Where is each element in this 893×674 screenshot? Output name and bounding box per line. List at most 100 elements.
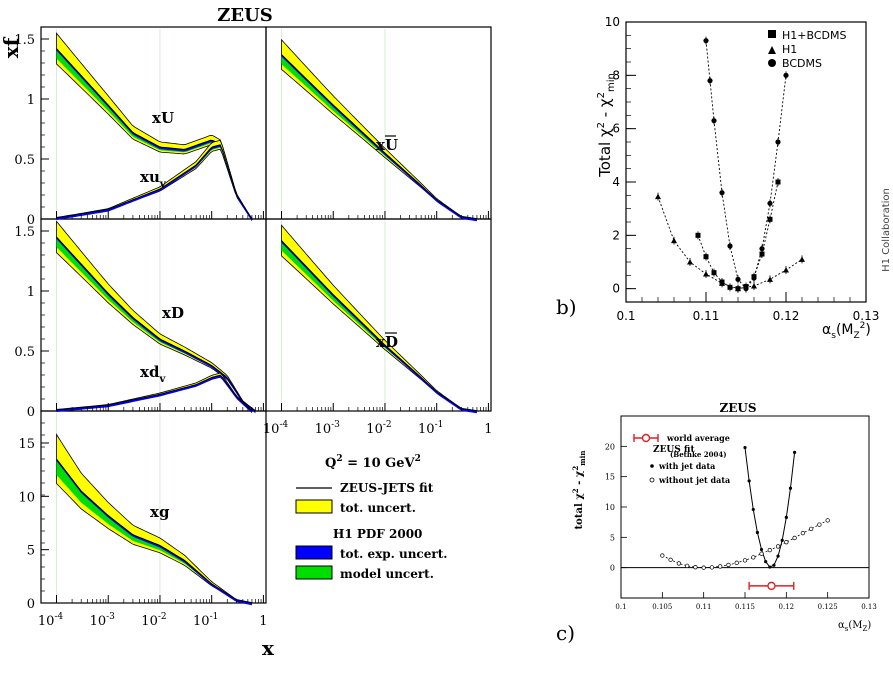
- pdf-ytick-label: 0: [27, 405, 35, 420]
- h1-point-circle: [743, 286, 749, 292]
- h1-point-circle: [735, 276, 741, 282]
- pdf-bands: [56, 29, 478, 606]
- zeus-scan-ticks: 0.1 0.105 0.11 0.115 0.12 0.125 0.13 0 5 10 15 20: [605, 442, 877, 611]
- h1-point-circle: [719, 190, 725, 196]
- h1-ticks: 0.1 0.11 0.12 0.13 0 2 4 6 8 10: [605, 15, 880, 323]
- pdf-ytick-label: 5: [27, 544, 35, 559]
- label-xDbar: xD: [376, 333, 398, 351]
- h1-ytick-label: 0: [612, 282, 620, 296]
- zeus-point-without-jet: [718, 564, 723, 569]
- world-average-legend-center: [641, 433, 651, 443]
- h1-xtick-label: 0.12: [773, 309, 800, 323]
- legend-bcdms: BCDMS: [782, 57, 822, 70]
- zeus-point-with-jet: [743, 445, 747, 450]
- pdf-ytick-label: 0.5: [14, 345, 35, 360]
- zeus-point-without-jet: [775, 544, 781, 549]
- zeus-scan-frame: [620, 415, 870, 599]
- h1-y-axis-label: Total χ2 - χ2min: [596, 73, 617, 178]
- label-xg: xg: [150, 503, 170, 521]
- h1-xtick-label: 0.1: [616, 309, 635, 323]
- legend-without-jet: without jet data: [658, 475, 730, 485]
- h1-point-circle: [783, 72, 789, 78]
- pdf-xtick-label: 1: [259, 614, 267, 629]
- label-xdv: xdv: [140, 363, 166, 385]
- pdf-band-total-xDbar: [281, 224, 478, 412]
- pdf-central-xUbar: [281, 54, 478, 220]
- zeus-point-without-jet: [817, 522, 822, 527]
- world-average-ref: (Bethke 2004): [670, 450, 727, 459]
- pdf-ytick-label: 0.5: [14, 153, 35, 168]
- legend-marker-with-jet: [650, 464, 654, 468]
- pdf-x-axis-label: x: [262, 636, 275, 660]
- pdf-band-exp-xdv: [56, 375, 252, 414]
- legend-swatch-tot-uncert: [295, 499, 333, 514]
- h1-ytick-label: 8: [612, 68, 620, 82]
- zeus-scan-panel: ZEUS 0.1 0.105 0.11 0.115 0.12 0.125 0.13 0 5 10 1…: [556, 401, 877, 645]
- zeus-scan-y-axis-label: total χ2 - χ2min: [571, 451, 587, 530]
- pdf-central-xDbar: [281, 240, 478, 412]
- pdf-ytick-label: 0: [27, 213, 35, 228]
- legend-marker-h1-bcdms: [768, 30, 776, 38]
- zeus-point-with-jet: [768, 565, 772, 569]
- pdf-legend: ZEUS-JETS fit tot. uncert. H1 PDF 2000 t…: [295, 481, 447, 581]
- zeus-point-without-jet: [759, 551, 764, 556]
- zeus-point-without-jet: [709, 565, 715, 570]
- pdf-band-total-xUbar: [281, 38, 478, 220]
- h1-point-triangle: [767, 276, 773, 282]
- zeus-ytick-label: 0: [610, 564, 615, 573]
- zeus-xtick-label: 0.13: [861, 603, 877, 611]
- label-xuv: xuv: [140, 168, 167, 190]
- q2-annotation: Q2 = 10 GeV2: [325, 454, 421, 471]
- zeus-ytick-label: 15: [605, 473, 615, 482]
- h1-point-square: [775, 179, 781, 185]
- zeus-fit-legend-title: ZEUS fit: [653, 445, 695, 455]
- h1-curves: [657, 40, 803, 290]
- pdf-central-xg: [56, 458, 253, 604]
- h1-panel-label: b): [556, 295, 577, 319]
- world-average-axis-center: [767, 581, 776, 591]
- pdf-xtick-label: 10-1: [418, 420, 443, 437]
- zeus-point-with-jet: [751, 507, 755, 512]
- zeus-point-without-jet: [684, 563, 690, 568]
- zeus-xtick-label: 0.115: [735, 603, 755, 611]
- legend-model-uncert: model uncert.: [340, 567, 434, 581]
- pdf-ytick-label: 1.5: [14, 33, 35, 48]
- zeus-point-with-jet: [784, 515, 788, 519]
- pdf-xtick-label: 10-4: [263, 420, 289, 437]
- pdf-title: ZEUS: [217, 5, 273, 26]
- legend-h1-header: H1 PDF 2000: [333, 527, 422, 541]
- zeus-scan-panel-label: c): [556, 621, 575, 645]
- h1-ytick-label: 4: [612, 175, 620, 189]
- world-average-markers: [633, 433, 795, 591]
- h1-point-triangle: [783, 267, 789, 273]
- zeus-point-without-jet: [808, 526, 814, 531]
- h1-points: [655, 36, 805, 293]
- zeus-point-without-jet: [726, 562, 731, 568]
- pdf-xtick-label: 10-2: [141, 612, 166, 629]
- pdf-ytick-label: 15: [18, 437, 35, 452]
- h1-point-square: [727, 284, 733, 290]
- zeus-point-without-jet: [767, 547, 772, 553]
- zeus-ytick-label: 5: [610, 533, 615, 542]
- h1-legend: H1+BCDMS H1 BCDMS: [768, 29, 846, 70]
- h1-ytick-label: 6: [612, 122, 620, 136]
- zeus-point-with-jet: [793, 450, 797, 454]
- h1-point-circle: [711, 118, 717, 124]
- label-xD: xD: [162, 304, 184, 322]
- zeus-point-without-jet: [825, 518, 830, 523]
- h1-point-square: [711, 270, 717, 276]
- pdf-frame-3: [265, 218, 492, 412]
- pdf-xtick-label: 10-3: [315, 420, 341, 437]
- zeus-point-with-jet: [759, 547, 764, 552]
- h1-point-square: [703, 254, 709, 260]
- legend-tot-uncert: tot. uncert.: [340, 501, 416, 515]
- pdf-ytick-label: 1.5: [14, 225, 35, 240]
- zeus-point-without-jet: [792, 535, 797, 541]
- pdf-ytick-label: 1: [27, 285, 35, 300]
- h1-point-circle: [751, 275, 757, 281]
- h1-xtick-label: 0.11: [693, 309, 720, 323]
- h1-point-triangle: [671, 237, 677, 244]
- legend-exp-uncert: tot. exp. uncert.: [340, 547, 447, 561]
- h1-collaboration-note: H1 Collaboration: [881, 188, 892, 272]
